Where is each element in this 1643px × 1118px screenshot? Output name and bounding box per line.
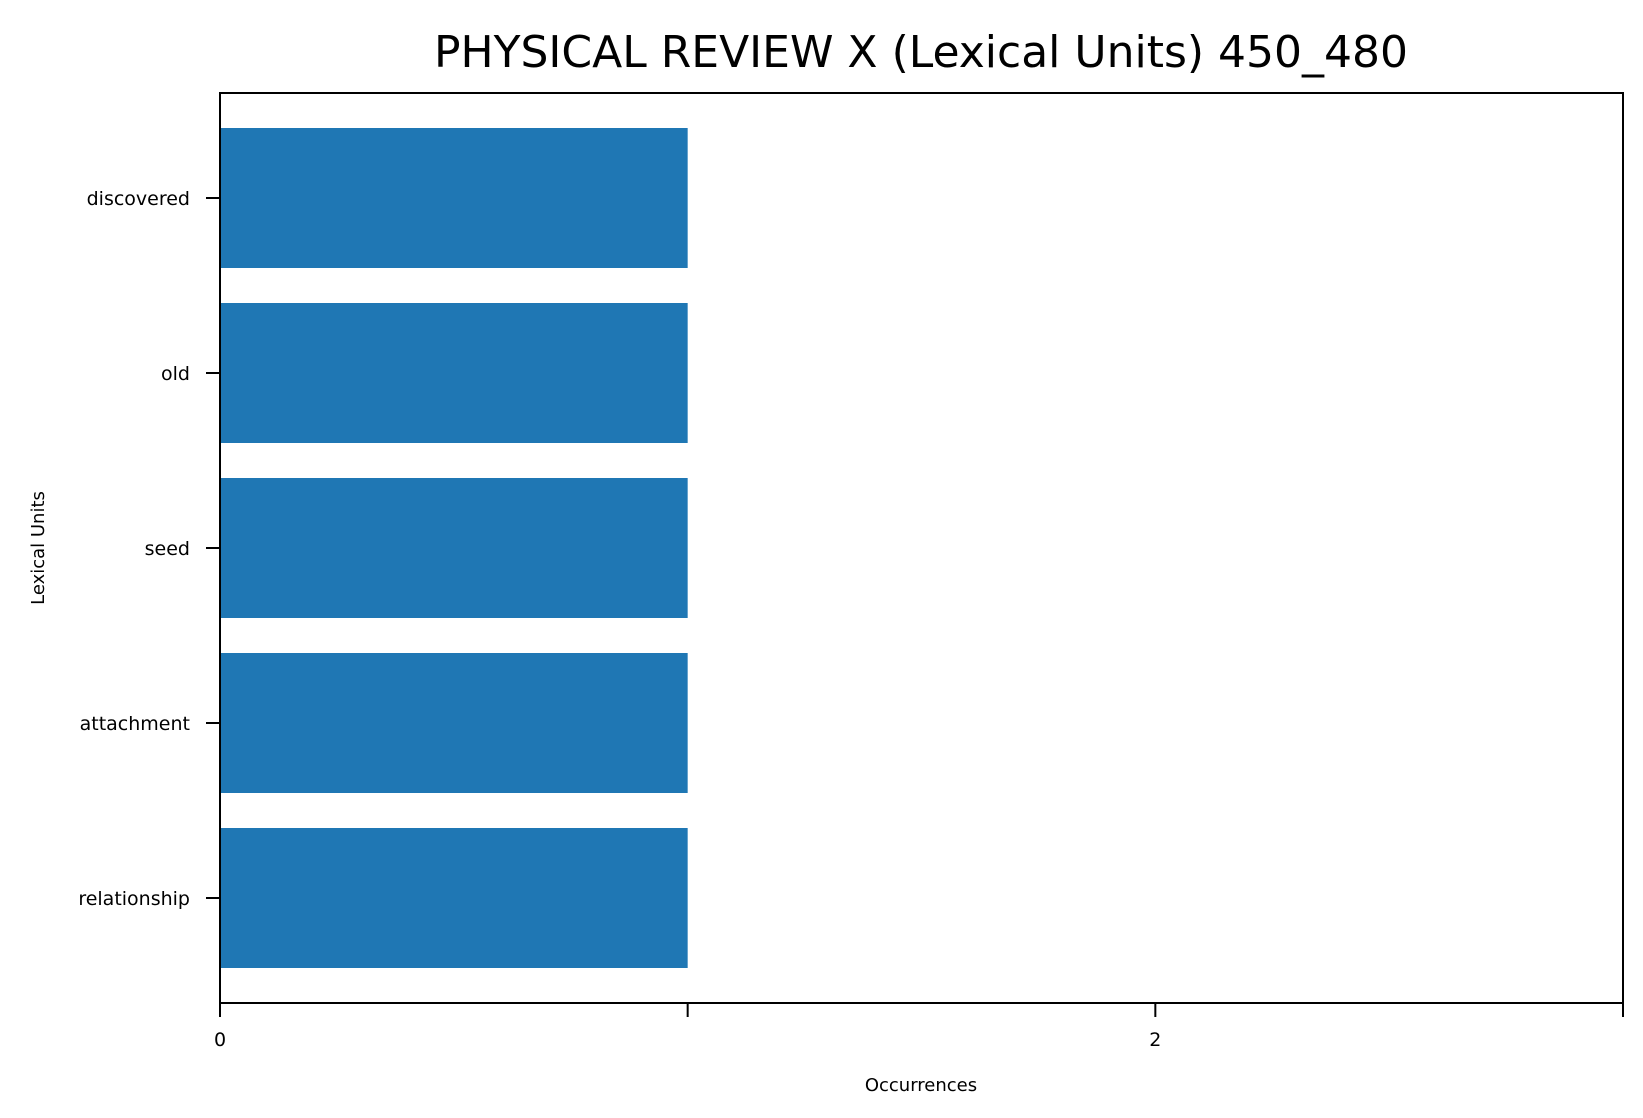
- y-tick-label-seed: seed: [145, 538, 190, 560]
- y-tick-label-discovered: discovered: [87, 188, 190, 210]
- y-tick-label-attachment: attachment: [80, 713, 190, 735]
- bar-old: [220, 303, 688, 443]
- plot-frame: [219, 92, 1624, 1004]
- bar-discovered: [220, 128, 688, 268]
- bar-seed: [220, 478, 688, 618]
- x-axis-label: Occurrences: [865, 1075, 977, 1096]
- y-tick-label-old: old: [161, 363, 190, 385]
- y-axis-label: Lexical Units: [28, 491, 49, 605]
- bar-relationship: [220, 828, 688, 968]
- x-tick-label-2: 2: [1149, 1029, 1161, 1051]
- y-axis-ticks: discovered old seed attachment relationship: [78, 188, 220, 910]
- y-tick-label-relationship: relationship: [78, 888, 190, 910]
- bar-attachment: [220, 653, 688, 793]
- chart-title: PHYSICAL REVIEW X (Lexical Units) 450_48…: [434, 27, 1408, 78]
- x-tick-label-0: 0: [214, 1029, 226, 1051]
- bars-group: [220, 128, 688, 968]
